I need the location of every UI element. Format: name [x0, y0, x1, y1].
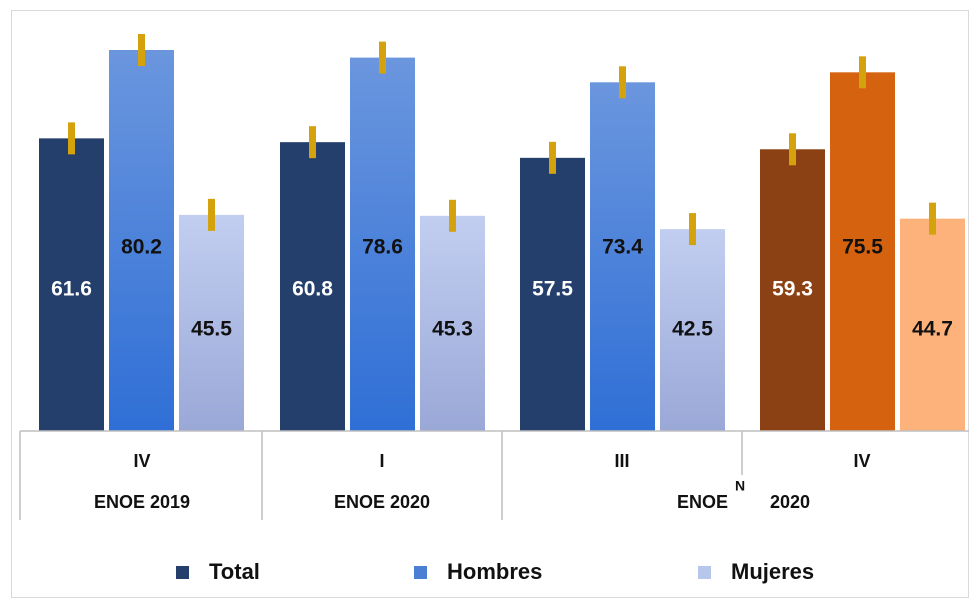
- error-bar: [449, 199, 456, 232]
- error-bar: [929, 202, 936, 235]
- data-label: 57.5: [532, 278, 573, 301]
- data-label: 61.6: [51, 278, 92, 301]
- error-bar: [549, 141, 556, 174]
- x-tick-label: IV: [133, 451, 150, 471]
- bar-total-2: [280, 142, 345, 431]
- x-tick-label: III: [614, 451, 629, 471]
- bar-hombres-4: [830, 72, 895, 431]
- x-group-label: ENOE: [677, 492, 728, 512]
- data-label: 78.6: [362, 236, 403, 259]
- legend-label-mujeres: Mujeres: [731, 559, 814, 584]
- bars-layer: 61.6 80.2 45.5 60.8 78.6 45.3 57.5 73.4 42.5 59.3…: [39, 34, 965, 432]
- legend-swatch-mujeres: [698, 566, 711, 579]
- legend-label-total: Total: [209, 559, 260, 584]
- x-group-superscript: N: [735, 478, 745, 494]
- data-label: 44.7: [912, 318, 953, 341]
- chart-frame: [11, 10, 969, 598]
- data-label: 45.3: [432, 318, 473, 341]
- data-label: 80.2: [121, 236, 162, 259]
- error-bar: [138, 34, 145, 66]
- x-tick-label: I: [379, 451, 384, 471]
- error-bar: [309, 126, 316, 159]
- data-label: 42.5: [672, 318, 713, 341]
- x-group-label: ENOE 2019: [94, 492, 190, 512]
- bar-mujeres-4: [900, 218, 965, 431]
- data-label: 45.5: [191, 318, 232, 341]
- data-label: 75.5: [842, 236, 883, 259]
- legend: Total Hombres Mujeres: [176, 559, 814, 584]
- error-bar: [859, 56, 866, 89]
- error-bar: [379, 41, 386, 74]
- legend-swatch-hombres: [414, 566, 427, 579]
- x-group-label: ENOE 2020: [334, 492, 430, 512]
- error-bar: [789, 133, 796, 166]
- bar-total-4: [760, 149, 825, 431]
- error-bar: [689, 213, 696, 246]
- bar-total-3: [520, 157, 585, 431]
- data-label: 73.4: [602, 236, 643, 259]
- bar-hombres-3: [590, 82, 655, 432]
- x-group-label: 2020: [770, 492, 810, 512]
- legend-label-hombres: Hombres: [447, 559, 542, 584]
- error-bar: [68, 122, 75, 155]
- bar-hombres-2: [350, 57, 415, 431]
- bar-mujeres-3: [660, 229, 725, 431]
- error-bar: [208, 198, 215, 231]
- data-label: 59.3: [772, 278, 813, 301]
- bar-total-1: [39, 138, 104, 431]
- bar-mujeres-1: [179, 214, 244, 431]
- x-tick-label: IV: [853, 451, 870, 471]
- bar-hombres-1: [109, 50, 174, 431]
- data-label: 60.8: [292, 278, 333, 301]
- legend-swatch-total: [176, 566, 189, 579]
- error-bar: [619, 66, 626, 99]
- bar-mujeres-2: [420, 215, 485, 431]
